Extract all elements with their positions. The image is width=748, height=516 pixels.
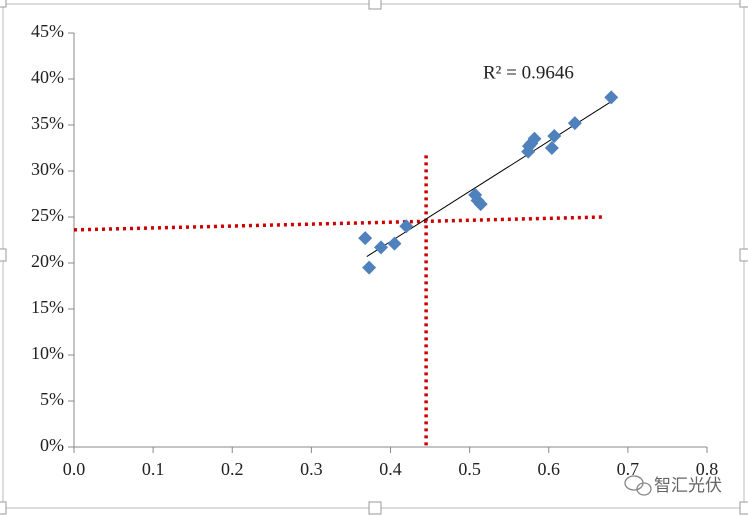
handle [368,0,382,10]
point [399,219,414,234]
point [567,116,582,131]
chart-frame [2,3,745,509]
x-tick-label: 0.8 [696,459,719,479]
point [527,131,542,146]
y-tick-label: 20% [31,251,64,271]
y-tick-label: 35% [31,113,64,133]
handle [368,501,382,515]
x-tick-label: 0.2 [221,459,244,479]
x-tick-label: 0.3 [300,459,323,479]
x-tick-label: 0.1 [142,459,165,479]
handle [0,248,7,262]
handle [739,501,748,515]
point [374,240,389,255]
y-tick-label: 30% [31,159,64,179]
reference-line [73,215,605,232]
handle [0,0,7,8]
x-tick-label: 0.6 [538,459,561,479]
x-tick-label: 0.4 [379,459,402,479]
x-tick-label: 0.0 [63,459,86,479]
point [544,141,559,155]
point [604,90,619,105]
point [362,260,377,275]
watermark: 智汇光伏 [654,476,722,496]
point [547,129,562,144]
point [473,197,488,212]
point [387,236,402,251]
handle [739,0,748,8]
y-tick-label: 0% [40,435,64,455]
y-tick-label: 25% [31,205,64,225]
x-tick-label: 0.5 [458,459,481,479]
handle [0,501,7,515]
y-tick-label: 40% [31,67,64,87]
y-tick-label: 15% [31,297,64,317]
x-tick-label: 0.7 [617,459,640,479]
watermark-icon [624,475,652,496]
handle [739,248,748,262]
y-tick-label: 45% [31,21,64,41]
y-tick-label: 10% [31,343,64,363]
r-squared: R² = 0.9646 [483,62,574,83]
point [358,231,373,246]
y-tick-label: 5% [40,389,64,409]
